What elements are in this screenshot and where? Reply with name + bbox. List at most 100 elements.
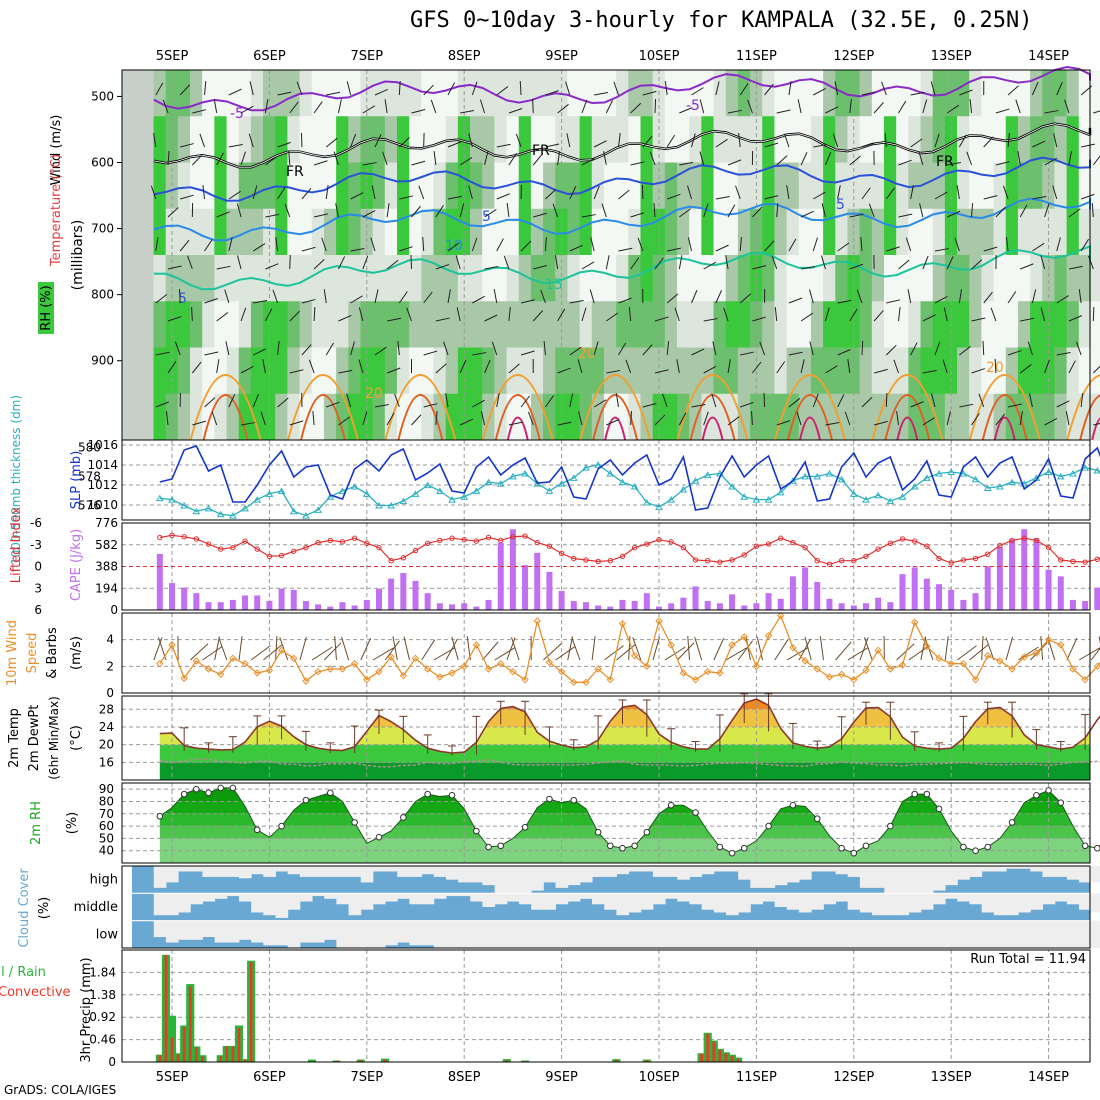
rh-cell — [908, 255, 922, 302]
rh-panel-frame — [121, 782, 1091, 864]
cloud-clear-cell — [652, 920, 666, 948]
rh-cell — [482, 208, 495, 256]
dewpoint-line — [159, 758, 1100, 768]
lifted-index-point — [656, 536, 662, 543]
rh-cell — [591, 301, 605, 348]
rh-cell — [409, 116, 422, 163]
rh-point — [217, 784, 224, 792]
thickness-point — [155, 494, 164, 502]
rh-cell — [579, 70, 593, 117]
rh-tick-label: 80 — [99, 794, 114, 808]
wind-barb — [532, 153, 543, 166]
rh-cell — [263, 116, 276, 163]
rh-cell — [1054, 162, 1068, 210]
precip-convective-bar — [359, 1059, 363, 1062]
wind-barb — [1093, 422, 1100, 426]
wind-barb — [202, 185, 206, 200]
rh-cell — [859, 347, 873, 395]
wind-barb — [288, 151, 291, 166]
rh-point — [838, 844, 845, 852]
wind-barb — [484, 266, 499, 270]
wind-barb — [874, 420, 888, 426]
cloud-clear-cell — [178, 893, 191, 913]
wind-barb — [447, 242, 460, 252]
wind-barb — [812, 237, 818, 252]
precip-convective-bar — [718, 1049, 722, 1062]
wind-barb — [654, 414, 666, 426]
wind-barb — [459, 157, 473, 166]
rh-cell — [311, 393, 325, 441]
rh-cell — [677, 347, 690, 395]
rh-cell — [433, 255, 447, 302]
wind-barb — [946, 256, 954, 270]
cloud-clear-cell — [981, 893, 995, 913]
isotherm-20-line — [968, 374, 1041, 441]
rh-cell — [470, 301, 483, 348]
rh-cell — [677, 70, 690, 117]
rh-cell — [786, 301, 800, 348]
rh-cell — [494, 393, 508, 441]
y-tick-label: 900 — [91, 354, 114, 368]
day-label-bottom: 6SEP — [253, 1070, 286, 1085]
wind-barb — [296, 81, 303, 96]
cloud-clear-cell — [202, 893, 216, 902]
wind-barb — [374, 134, 382, 148]
lifted-index-point — [157, 534, 163, 541]
wind-speed-point — [935, 654, 943, 663]
rh-cell — [603, 162, 617, 210]
rh-cell — [445, 393, 459, 441]
wind-speed-point — [1008, 665, 1016, 673]
cloud-clear-cell — [859, 893, 873, 913]
cape-bar — [302, 601, 309, 610]
cape-bar — [217, 602, 224, 610]
isotherm-30-line — [993, 416, 1016, 441]
rh-cell — [445, 301, 459, 348]
wind-barb — [543, 341, 546, 356]
rh-cell — [567, 162, 581, 210]
cloud-clear-cell — [165, 893, 179, 916]
wind-barb — [338, 416, 351, 426]
cloud-clear-cell — [372, 866, 386, 872]
wind-barb — [447, 289, 451, 304]
rh-point — [570, 796, 578, 804]
rh-cell — [311, 347, 325, 395]
cloud-clear-cell — [738, 866, 751, 880]
cloud-clear-cell — [324, 866, 337, 877]
rh-cell — [530, 301, 544, 348]
wind-barb — [350, 341, 355, 356]
cloud-clear-cell — [409, 920, 423, 946]
wind-barb — [898, 159, 912, 166]
rh-cell — [445, 208, 459, 256]
wind-barb — [468, 133, 473, 148]
wind-barb-10m — [628, 636, 631, 661]
cloud-clear-cell — [360, 893, 374, 910]
wind-barb-10m — [819, 636, 824, 661]
cloud-clear-cell — [1005, 866, 1019, 869]
wind-barb — [776, 109, 791, 114]
isotherm-line — [153, 65, 1091, 112]
wind-barb — [1044, 203, 1050, 218]
wind-speed-point — [460, 662, 468, 671]
wind-barb — [593, 185, 600, 200]
wind-barb — [885, 392, 888, 408]
wind-barb — [735, 185, 741, 200]
wind-speed-point — [1020, 653, 1028, 661]
rh-cell — [506, 70, 520, 117]
axis-label-slp: SLP (mb) — [69, 451, 84, 510]
rh-cell — [896, 255, 909, 302]
temp-tick-label: 20 — [99, 738, 114, 752]
wind-barb — [260, 411, 266, 426]
cape-bar — [875, 597, 882, 610]
cloud-clear-cell — [202, 920, 216, 938]
temp-band — [159, 744, 1090, 763]
thickness-tick-label: 578 — [78, 469, 101, 483]
rh-cell — [543, 301, 556, 348]
wind-barb — [350, 192, 364, 200]
wind-barb — [484, 314, 498, 322]
wind-barb — [618, 297, 632, 304]
cape-bar — [716, 603, 723, 610]
wind-barb — [192, 109, 207, 114]
thickness-point — [350, 483, 359, 490]
thickness-point — [764, 496, 773, 503]
wind-barb — [898, 307, 901, 322]
